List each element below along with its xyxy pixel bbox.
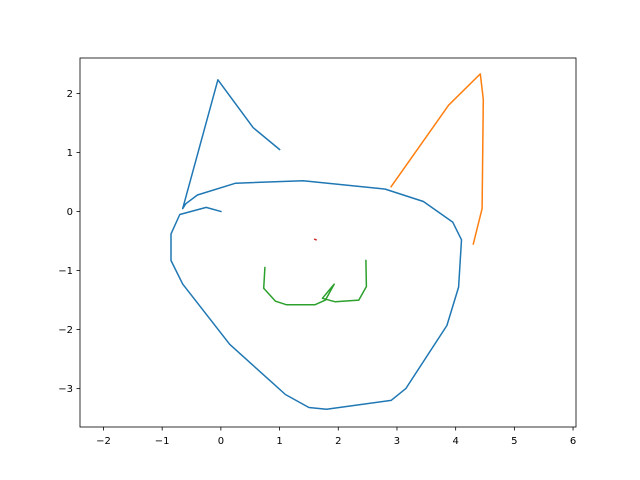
axes-frame	[79, 57, 577, 428]
y-tick-label: 2	[67, 89, 73, 100]
plot-lines	[170, 73, 485, 411]
series-line-2	[262, 259, 368, 306]
y-tick-label: −2	[58, 325, 73, 336]
x-tick-label: 1	[276, 436, 282, 447]
y-tick-label: 0	[67, 207, 73, 218]
y-tick-label: −1	[58, 266, 73, 277]
x-tick-label: −2	[96, 436, 111, 447]
x-tick-label: 2	[335, 436, 341, 447]
x-tick-label: 6	[570, 436, 576, 447]
x-tick-label: 4	[452, 436, 458, 447]
x-tick-label: 3	[394, 436, 400, 447]
y-tick-label: −3	[58, 384, 73, 395]
series-line-0	[170, 79, 463, 411]
series-line-3	[313, 238, 317, 241]
x-tick-label: 5	[511, 436, 517, 447]
series-line-1	[390, 73, 485, 245]
y-axis-ticks: −3 −2 −1 0 1 2	[58, 89, 80, 395]
x-tick-label: 0	[218, 436, 224, 447]
y-tick-label: 1	[67, 148, 73, 159]
x-tick-label: −1	[155, 436, 170, 447]
x-axis-ticks: −2 −1 0 1 2 3 4 5 6	[96, 427, 576, 447]
